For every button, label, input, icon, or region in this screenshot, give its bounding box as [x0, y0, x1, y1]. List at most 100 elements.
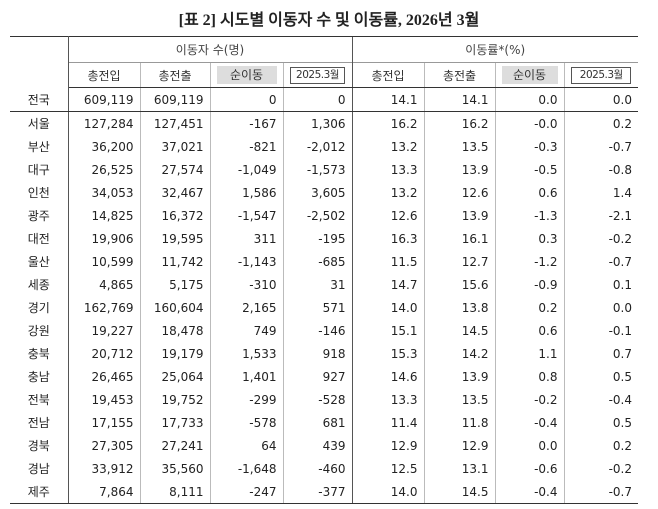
sub-header: 총전출: [423, 62, 495, 88]
value-cell: 12.5: [351, 457, 424, 480]
data-row: 광주 14,825 16,372 -1,547 -2,502 12.6 13.9 -1.3 -2…: [10, 204, 638, 227]
value-cell: -0.6: [494, 457, 564, 480]
value-cell: 15.6: [423, 273, 495, 296]
value-cell: 0.3: [494, 227, 564, 250]
value-cell: 0.5: [563, 411, 638, 434]
sub-header: 2025.3월: [282, 62, 352, 88]
value-cell: 16.3: [351, 227, 424, 250]
value-cell: 14.1: [423, 87, 495, 112]
value-cell: 0: [209, 87, 283, 112]
value-cell: 0.7: [563, 342, 638, 365]
value-cell: 0.6: [494, 319, 564, 342]
value-cell: -195: [282, 227, 352, 250]
sub-header: 순이동: [494, 62, 564, 88]
data-row: 강원 19,227 18,478 749 -146 15.1 14.5 0.6 -0.1: [10, 319, 638, 342]
value-cell: 19,453: [67, 388, 140, 411]
sub-header: 2025.3월: [563, 62, 638, 88]
value-cell: 17,155: [67, 411, 140, 434]
corner-cell: [10, 36, 69, 88]
value-cell: 609,119: [139, 87, 210, 112]
region-cell: 경기: [10, 296, 69, 319]
value-cell: 14.2: [423, 342, 495, 365]
value-cell: 160,604: [139, 296, 210, 319]
data-row: 전북 19,453 19,752 -299 -528 13.3 13.5 -0.2 -0.4: [10, 388, 638, 411]
value-cell: 1,533: [209, 342, 283, 365]
value-cell: -0.8: [563, 158, 638, 181]
value-cell: 14.7: [351, 273, 424, 296]
value-cell: -460: [282, 457, 352, 480]
region-cell: 강원: [10, 319, 69, 342]
data-row: 충북 20,712 19,179 1,533 918 15.3 14.2 1.1 0.7: [10, 342, 638, 365]
value-cell: 16.2: [351, 111, 424, 135]
value-cell: 14.6: [351, 365, 424, 388]
sub-header-text: 2025.3월: [571, 66, 632, 84]
region-cell: 광주: [10, 204, 69, 227]
value-cell: 19,179: [139, 342, 210, 365]
value-cell: 0.2: [494, 296, 564, 319]
value-cell: -0.7: [563, 135, 638, 158]
value-cell: 311: [209, 227, 283, 250]
sub-header: 총전입: [351, 62, 424, 88]
region-cell: 전국: [10, 87, 69, 112]
sub-header-text: 순이동: [501, 66, 558, 84]
data-row: 대전 19,906 19,595 311 -195 16.3 16.1 0.3 -0.2: [10, 227, 638, 250]
value-cell: 35,560: [139, 457, 210, 480]
data-row: 충남 26,465 25,064 1,401 927 14.6 13.9 0.8 0.5: [10, 365, 638, 388]
value-cell: 13.8: [423, 296, 495, 319]
sub-header-text: 총전입: [371, 68, 405, 83]
value-cell: 0.8: [494, 365, 564, 388]
value-cell: -1,648: [209, 457, 283, 480]
data-row: 전국 609,119 609,119 0 0 14.1 14.1 0.0 0.0: [10, 87, 638, 112]
region-cell: 충남: [10, 365, 69, 388]
value-cell: 10,599: [67, 250, 140, 273]
data-row: 대구 26,525 27,574 -1,049 -1,573 13.3 13.9 -0.5 -0…: [10, 158, 638, 181]
value-cell: 19,752: [139, 388, 210, 411]
value-cell: -685: [282, 250, 352, 273]
value-cell: 13.9: [423, 158, 495, 181]
table-title: [표 2] 시도별 이동자 수 및 이동률, 2026년 3월: [178, 12, 480, 29]
value-cell: 12.9: [351, 434, 424, 457]
value-cell: 15.3: [351, 342, 424, 365]
value-cell: 27,574: [139, 158, 210, 181]
header-row: 총전입 총전출 순이동 2025.3월 총전입 총전출 순이동 2025.3월: [10, 62, 638, 88]
value-cell: 33,912: [67, 457, 140, 480]
value-cell: 14.5: [423, 319, 495, 342]
group-header: 이동률*(%): [351, 36, 638, 63]
value-cell: 13.3: [351, 158, 424, 181]
value-cell: 681: [282, 411, 352, 434]
value-cell: 64: [209, 434, 283, 457]
value-cell: 32,467: [139, 181, 210, 204]
value-cell: 13.5: [423, 388, 495, 411]
value-cell: 13.2: [351, 135, 424, 158]
value-cell: -247: [209, 480, 283, 504]
sub-header-text: 총전입: [87, 68, 121, 83]
region-cell: 경남: [10, 457, 69, 480]
value-cell: 34,053: [67, 181, 140, 204]
value-cell: 918: [282, 342, 352, 365]
region-cell: 대구: [10, 158, 69, 181]
sub-header: 총전출: [139, 62, 210, 88]
value-cell: 4,865: [67, 273, 140, 296]
sub-header: 총전입: [67, 62, 140, 88]
value-cell: -310: [209, 273, 283, 296]
value-cell: -0.9: [494, 273, 564, 296]
region-cell: 전남: [10, 411, 69, 434]
value-cell: -821: [209, 135, 283, 158]
region-cell: 서울: [10, 111, 69, 135]
value-cell: 927: [282, 365, 352, 388]
value-cell: 12.9: [423, 434, 495, 457]
region-cell: 경북: [10, 434, 69, 457]
value-cell: 749: [209, 319, 283, 342]
value-cell: -1.2: [494, 250, 564, 273]
data-row: 경기 162,769 160,604 2,165 571 14.0 13.8 0.2 0.0: [10, 296, 638, 319]
value-cell: 13.9: [423, 365, 495, 388]
value-cell: 26,465: [67, 365, 140, 388]
sub-header-text: 총전출: [442, 68, 477, 83]
data-row: 세종 4,865 5,175 -310 31 14.7 15.6 -0.9 0.1: [10, 273, 638, 296]
value-cell: -0.1: [563, 319, 638, 342]
sub-header-text: 순이동: [216, 66, 277, 84]
value-cell: 11.5: [351, 250, 424, 273]
value-cell: -1,143: [209, 250, 283, 273]
value-cell: 27,305: [67, 434, 140, 457]
